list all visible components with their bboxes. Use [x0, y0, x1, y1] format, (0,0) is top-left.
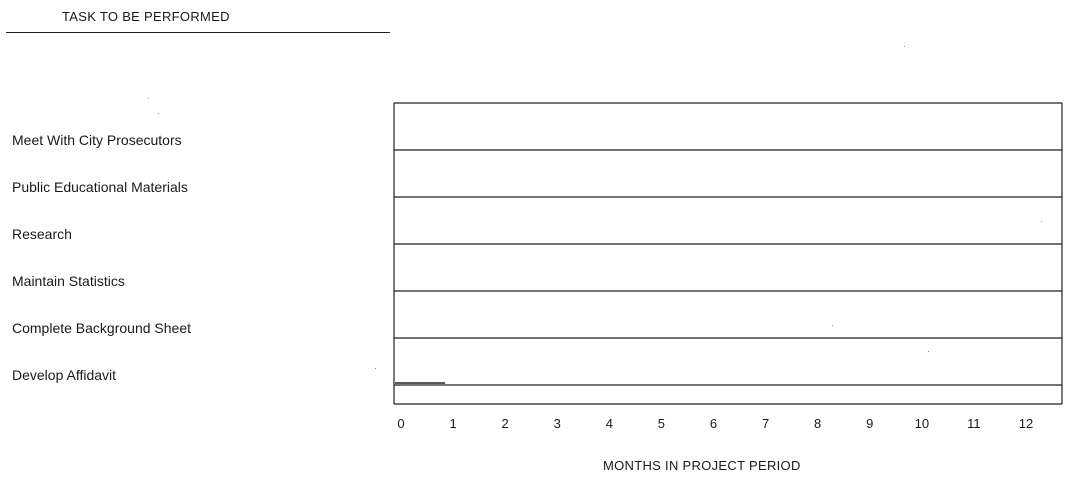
- task-label: Maintain Statistics: [12, 273, 125, 289]
- scan-speck: [904, 46, 905, 47]
- x-tick-label: 0: [397, 416, 404, 431]
- scan-speck: [928, 351, 929, 352]
- x-tick-label: 10: [915, 416, 929, 431]
- task-label: Complete Background Sheet: [12, 320, 191, 336]
- x-tick-label: 12: [1019, 416, 1033, 431]
- task-label: Public Educational Materials: [12, 179, 188, 195]
- title-underline: [6, 32, 390, 33]
- x-tick-label: 1: [449, 416, 456, 431]
- scan-speck: [158, 113, 159, 114]
- x-tick-label: 11: [967, 416, 981, 431]
- task-label: Develop Affidavit: [12, 367, 117, 383]
- scan-speck: [148, 98, 149, 99]
- x-tick-label: 9: [866, 416, 873, 431]
- scan-speck: [1041, 221, 1042, 222]
- x-tick-label: 7: [762, 416, 769, 431]
- x-tick-label: 4: [606, 416, 613, 431]
- x-tick-label: 3: [554, 416, 561, 431]
- x-axis-label: MONTHS IN PROJECT PERIOD: [603, 458, 801, 473]
- x-tick-label: 6: [710, 416, 717, 431]
- task-label: Research: [12, 226, 72, 242]
- x-tick-label: 2: [502, 416, 509, 431]
- scan-speck: [375, 368, 376, 369]
- x-tick-label: 8: [814, 416, 821, 431]
- x-tick-label: 5: [658, 416, 665, 431]
- task-label: Meet With City Prosecutors: [12, 132, 182, 148]
- page-title: TASK TO BE PERFORMED: [62, 9, 230, 24]
- scan-speck: [832, 325, 833, 326]
